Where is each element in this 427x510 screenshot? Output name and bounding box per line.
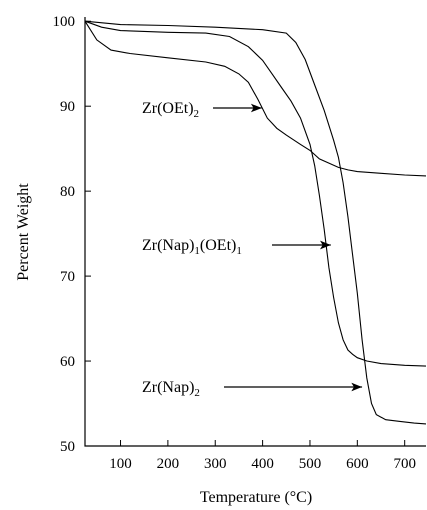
axes: 50 60 70 80 90 100 100 200 300 400 500 600 700	[53, 14, 426, 472]
curves	[84, 20, 427, 425]
annotation-label-0: Zr(OEt)2	[142, 100, 199, 120]
annotation-label-2: Zr(Nap)2	[142, 379, 200, 399]
x-tick-label: 700	[393, 456, 416, 472]
y-tick-label: 80	[60, 184, 75, 200]
y-tick-label: 50	[60, 439, 75, 455]
x-tick-label: 600	[346, 456, 369, 472]
y-tick-label: 90	[60, 99, 75, 115]
y-tick-label: 70	[60, 269, 75, 285]
x-tick-label: 400	[251, 456, 274, 472]
x-axis-title: Temperature (°C)	[200, 489, 312, 506]
axis-frame	[84, 17, 426, 447]
y-tick-label: 100	[53, 14, 76, 30]
series-line-0	[84, 20, 427, 177]
annotations: Zr(OEt)2 Zr(Nap)1(OEt)1 Zr(Nap)2	[142, 100, 363, 399]
annotation-label-1: Zr(Nap)1(OEt)1	[142, 237, 242, 257]
series-line-2	[84, 20, 427, 425]
x-tick-label: 100	[109, 456, 132, 472]
x-tick-label: 200	[157, 456, 180, 472]
x-tick-label: 500	[299, 456, 322, 472]
series-line-1	[84, 20, 427, 367]
y-tick-label: 60	[60, 354, 75, 370]
x-tick-label: 300	[204, 456, 227, 472]
y-axis-title: Percent Weight	[15, 183, 32, 281]
